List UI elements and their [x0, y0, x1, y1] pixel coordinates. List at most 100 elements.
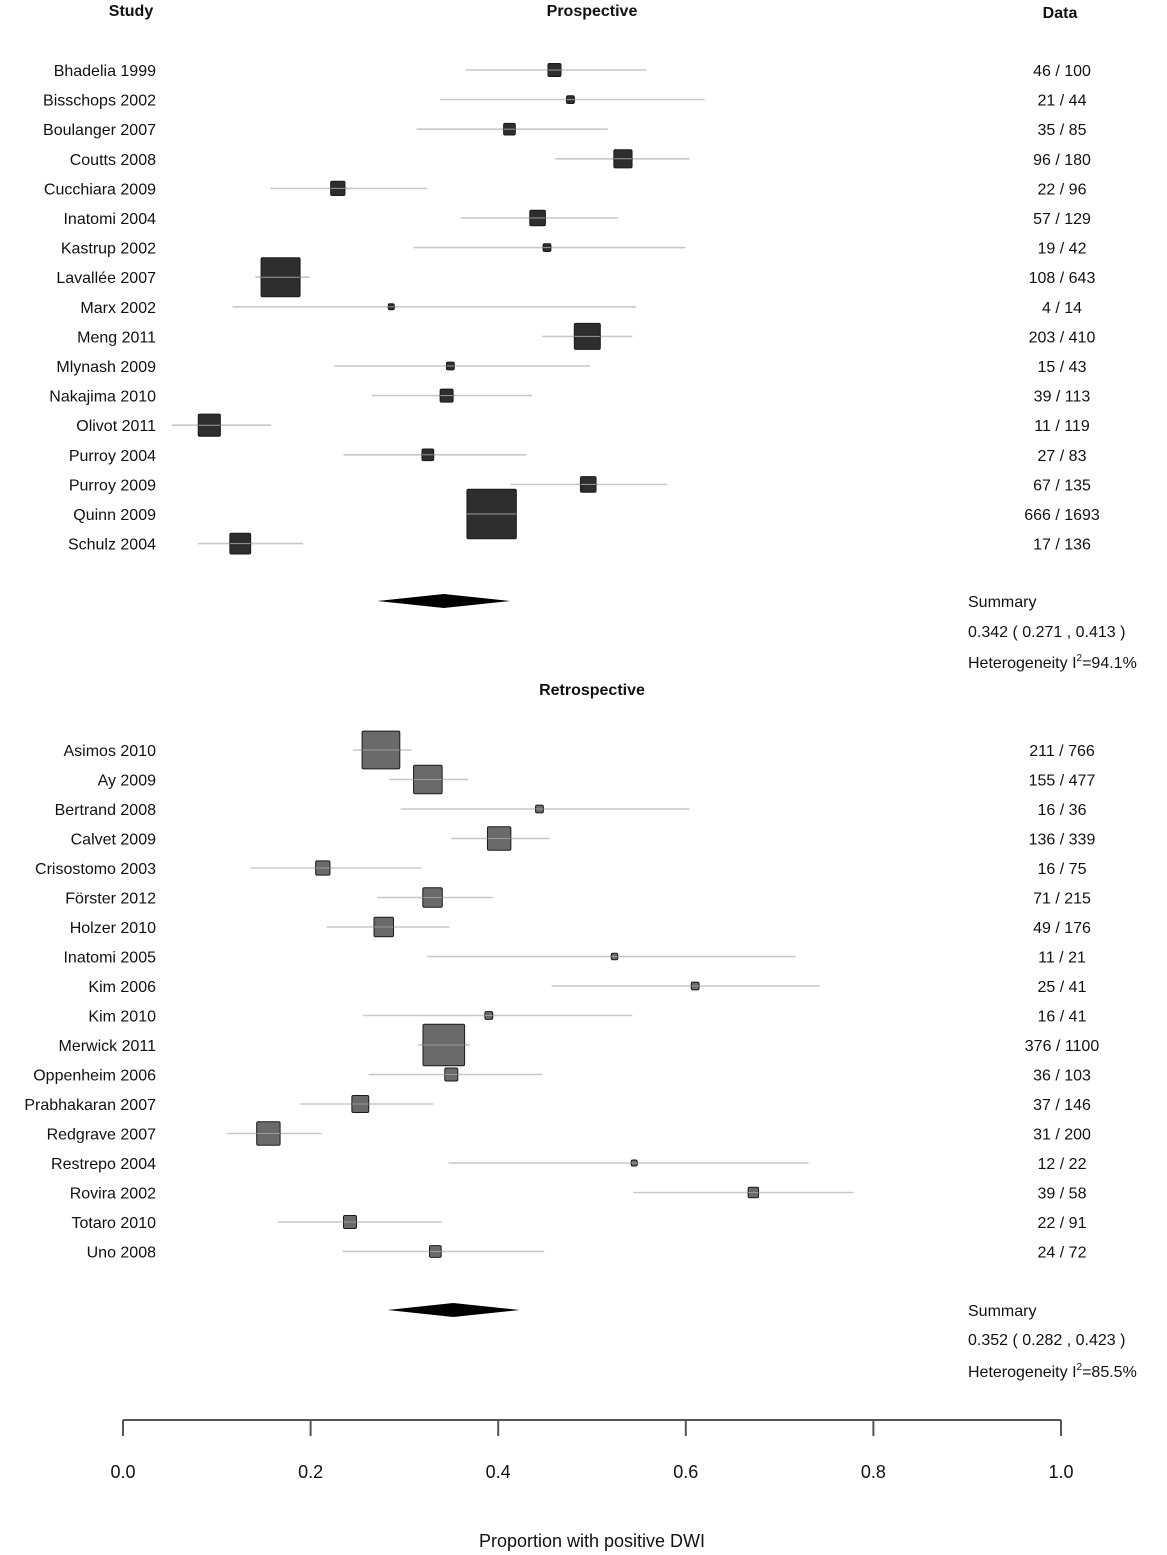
- summary-diamond-prospective: [377, 594, 511, 608]
- study-row: Purroy 2004 27 / 83: [69, 448, 1087, 465]
- study-row: Meng 2011 203 / 410: [77, 322, 1096, 350]
- study-row: Purroy 2009 67 / 135: [69, 476, 1091, 494]
- summary-label: Summary: [968, 1303, 1036, 1320]
- study-data: 49 / 176: [1033, 920, 1091, 937]
- study-label: Meng 2011: [77, 329, 156, 346]
- prospective-group-title: Prospective: [547, 3, 638, 20]
- study-row: Prabhakaran 2007 37 / 146: [24, 1095, 1091, 1114]
- study-label: Bertrand 2008: [55, 802, 157, 819]
- study-row: Coutts 2008 96 / 180: [70, 149, 1091, 169]
- study-data: 4 / 14: [1042, 300, 1082, 317]
- study-row: Kim 2006 25 / 41: [88, 979, 1086, 996]
- study-label: Cucchiara 2009: [44, 181, 156, 198]
- study-rows: Bhadelia 1999 46 / 100 Bisschops 2002 21 / …: [24, 63, 1100, 1262]
- study-row: Rovira 2002 39 / 58: [70, 1186, 1087, 1203]
- summary-retrospective: Summary 0.352 ( 0.282 , 0.423 ) Heteroge…: [968, 1303, 1137, 1381]
- study-label: Bisschops 2002: [43, 93, 156, 110]
- study-data: 211 / 766: [1029, 743, 1095, 760]
- study-row: Marx 2002 4 / 14: [80, 300, 1082, 317]
- study-label: Prabhakaran 2007: [24, 1097, 156, 1114]
- heterogeneity-prefix: Heterogeneity I: [968, 655, 1077, 672]
- study-data: 11 / 21: [1038, 950, 1086, 967]
- study-label: Oppenheim 2006: [33, 1068, 156, 1085]
- study-label: Merwick 2011: [58, 1038, 156, 1055]
- study-data: 27 / 83: [1038, 448, 1087, 465]
- study-row: Inatomi 2004 57 / 129: [63, 209, 1091, 228]
- study-label: Redgrave 2007: [47, 1127, 157, 1144]
- study-row: Calvet 2009 136 / 339: [71, 826, 1096, 851]
- study-label: Kim 2006: [88, 979, 156, 996]
- study-data: 21 / 44: [1038, 93, 1087, 110]
- study-row: Bhadelia 1999 46 / 100: [54, 63, 1091, 80]
- study-row: Kim 2010 16 / 41: [88, 1009, 1086, 1026]
- study-label: Purroy 2009: [69, 477, 156, 494]
- study-label: Kastrup 2002: [61, 241, 156, 258]
- study-row: Quinn 2009 666 / 1693: [73, 488, 1100, 540]
- x-tick-label: 0.4: [486, 1462, 511, 1482]
- study-data: 17 / 136: [1033, 537, 1091, 554]
- summary-prospective: Summary 0.342 ( 0.271 , 0.413 ) Heteroge…: [968, 594, 1137, 672]
- heterogeneity-prefix: Heterogeneity I: [968, 1364, 1077, 1381]
- x-tick-label: 1.0: [1048, 1462, 1073, 1482]
- study-row: Lavallée 2007 108 / 643: [56, 257, 1096, 298]
- summary-label: Summary: [968, 594, 1036, 611]
- study-row: Inatomi 2005 11 / 21: [63, 950, 1085, 967]
- study-data: 31 / 200: [1033, 1127, 1091, 1144]
- study-label: Restrepo 2004: [51, 1156, 156, 1173]
- study-data: 203 / 410: [1029, 329, 1096, 346]
- study-data: 16 / 41: [1038, 1009, 1087, 1026]
- study-data: 46 / 100: [1033, 63, 1091, 80]
- study-label: Boulanger 2007: [43, 122, 156, 139]
- study-row: Crisostomo 2003 16 / 75: [35, 860, 1087, 878]
- study-label: Rovira 2002: [70, 1186, 156, 1203]
- study-label: Kim 2010: [88, 1009, 156, 1026]
- study-data: 16 / 36: [1038, 802, 1087, 819]
- study-label: Inatomi 2004: [63, 211, 156, 228]
- retrospective-group-title: Retrospective: [539, 682, 645, 699]
- study-label: Inatomi 2005: [63, 950, 156, 967]
- study-row: Bisschops 2002 21 / 44: [43, 93, 1087, 110]
- study-label: Holzer 2010: [70, 920, 156, 937]
- study-label: Uno 2008: [87, 1245, 156, 1262]
- study-data: 108 / 643: [1029, 270, 1096, 287]
- study-data: 96 / 180: [1033, 152, 1091, 169]
- study-data: 57 / 129: [1033, 211, 1091, 228]
- summary-ci: 0.352 ( 0.282 , 0.423 ): [968, 1332, 1125, 1349]
- study-data: 11 / 119: [1034, 418, 1090, 435]
- study-row: Ay 2009 155 / 477: [98, 764, 1095, 795]
- summary-diamond-retrospective: [387, 1303, 520, 1317]
- study-row: Bertrand 2008 16 / 36: [55, 802, 1087, 819]
- study-data: 136 / 339: [1029, 832, 1096, 849]
- study-row: Merwick 2011 376 / 1100: [58, 1023, 1099, 1067]
- x-axis: 0.0 0.2 0.4 0.6 0.8 1.0: [110, 1419, 1074, 1482]
- study-label: Mlynash 2009: [56, 359, 156, 376]
- data-column-header: Data: [1043, 5, 1078, 22]
- x-axis-title: Proportion with positive DWI: [479, 1531, 705, 1551]
- study-data: 22 / 91: [1038, 1215, 1087, 1232]
- heterogeneity-value: =85.5%: [1082, 1364, 1137, 1381]
- study-data: 36 / 103: [1033, 1068, 1091, 1085]
- study-row: Cucchiara 2009 22 / 96: [44, 180, 1087, 198]
- study-label: Nakajima 2010: [49, 389, 156, 406]
- study-data: 15 / 43: [1038, 359, 1087, 376]
- study-row: Schulz 2004 17 / 136: [68, 532, 1091, 555]
- study-data: 24 / 72: [1038, 1245, 1087, 1262]
- study-column-header: Study: [109, 3, 154, 20]
- study-label: Schulz 2004: [68, 537, 156, 554]
- heterogeneity-text: Heterogeneity I2=94.1%: [968, 653, 1137, 672]
- study-row: Holzer 2010 49 / 176: [70, 916, 1091, 938]
- study-label: Bhadelia 1999: [54, 63, 156, 80]
- study-label: Crisostomo 2003: [35, 861, 156, 878]
- study-label: Marx 2002: [80, 300, 156, 317]
- study-label: Lavallée 2007: [56, 270, 156, 287]
- study-row: Totaro 2010 22 / 91: [71, 1215, 1087, 1232]
- study-label: Olivot 2011: [76, 418, 156, 435]
- study-label: Totaro 2010: [71, 1215, 156, 1232]
- study-row: Olivot 2011 11 / 119: [76, 413, 1090, 437]
- x-tick-label: 0.8: [861, 1462, 886, 1482]
- study-label: Förster 2012: [65, 891, 156, 908]
- heterogeneity-superscript: 2: [1077, 1362, 1083, 1373]
- study-data: 71 / 215: [1033, 891, 1091, 908]
- study-row: Kastrup 2002 19 / 42: [61, 241, 1087, 258]
